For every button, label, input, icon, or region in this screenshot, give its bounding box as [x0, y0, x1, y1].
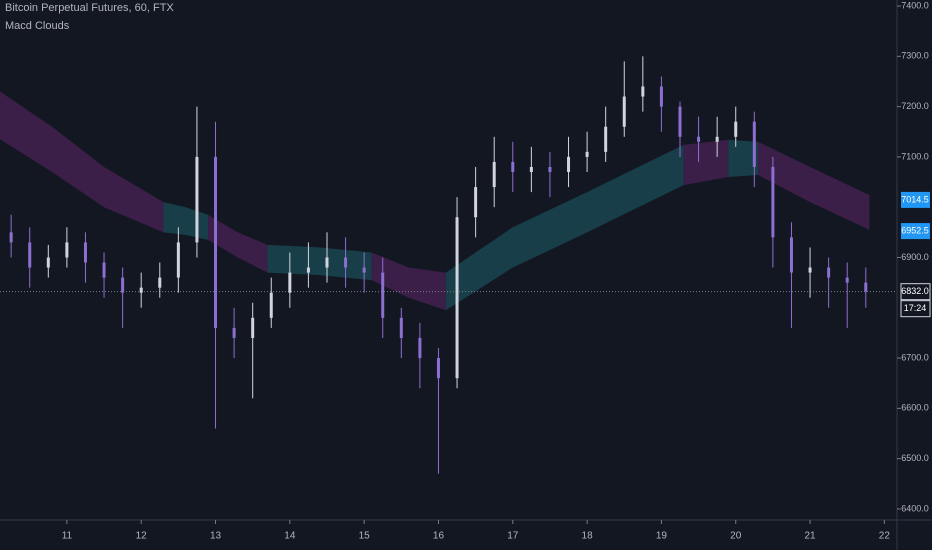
price-label-box — [901, 223, 930, 240]
x-tick-label: 14 — [284, 531, 296, 542]
y-tick-label: 7200.0 — [901, 101, 929, 111]
candle-body — [567, 156, 571, 172]
cloud-band — [371, 252, 446, 311]
price-label: 6832.0 — [901, 286, 929, 296]
x-tick-label: 13 — [210, 531, 222, 542]
candle-body — [102, 262, 106, 278]
candle-body — [65, 242, 69, 258]
candle-body — [622, 96, 626, 127]
x-tick-label: 22 — [879, 531, 891, 542]
price-label: 7014.5 — [901, 194, 929, 204]
y-tick-label: 6700.0 — [901, 352, 929, 362]
candle-body — [176, 242, 180, 278]
candle-body — [678, 106, 682, 137]
y-tick-label: 6900.0 — [901, 252, 929, 262]
cloud-band — [728, 139, 759, 178]
price-label-box — [901, 191, 930, 208]
x-tick-label: 18 — [582, 531, 594, 542]
candle-body — [288, 272, 292, 293]
y-tick-label: 6500.0 — [901, 453, 929, 463]
cloud-band — [208, 214, 268, 273]
candle-body — [529, 166, 533, 172]
candle-body — [158, 277, 162, 288]
y-tick-label: 6400.0 — [901, 503, 929, 513]
y-tick-label: 6600.0 — [901, 403, 929, 413]
candle-body — [195, 156, 199, 243]
candle-body — [399, 317, 403, 338]
candle-body — [418, 337, 422, 359]
x-tick-label: 21 — [804, 531, 816, 542]
x-tick-label: 11 — [62, 531, 73, 542]
candle-body — [808, 267, 812, 273]
candle-body — [715, 136, 719, 142]
price-label: 6952.5 — [901, 225, 929, 235]
y-tick-label: 7400.0 — [901, 0, 929, 10]
candle-body — [28, 242, 32, 268]
candle-body — [771, 166, 775, 238]
x-tick-label: 12 — [136, 531, 148, 542]
indicator-label: Macd Clouds — [5, 20, 70, 32]
candle-body — [697, 136, 701, 142]
candle-body — [789, 237, 793, 273]
cloud-band — [0, 91, 164, 233]
x-tick-label: 15 — [359, 531, 371, 542]
candle-body — [251, 317, 255, 338]
candle-body — [752, 121, 756, 167]
candle-body — [492, 161, 496, 188]
chart-title: Bitcoin Perpetual Futures, 60, FTX — [5, 2, 174, 14]
candle-body — [232, 327, 236, 338]
candle-body — [121, 277, 125, 293]
x-tick-label: 17 — [507, 531, 519, 542]
candle-body — [864, 282, 868, 292]
candle-body — [344, 257, 348, 268]
cloud-band — [445, 144, 684, 311]
candle-body — [641, 86, 645, 97]
price-label-box — [900, 283, 931, 301]
candle-body — [585, 151, 589, 157]
x-tick-label: 20 — [730, 531, 742, 542]
candle-body — [511, 161, 515, 172]
candle-body — [9, 232, 13, 243]
candle-body — [362, 267, 366, 273]
candle-body — [827, 267, 831, 278]
candle-body — [46, 257, 50, 268]
candle-body — [455, 217, 459, 379]
candle-body — [269, 292, 273, 318]
candle-body — [139, 287, 143, 293]
candle-body — [306, 267, 310, 273]
candle-body — [436, 358, 440, 379]
candle-body — [325, 257, 329, 268]
candle-body — [214, 156, 218, 328]
candle-body — [548, 166, 552, 172]
candle-body — [381, 272, 385, 318]
candle-body — [83, 242, 87, 263]
candle-body — [845, 277, 849, 283]
countdown-box — [900, 300, 931, 318]
cloud-band — [758, 141, 870, 230]
y-tick-label: 7300.0 — [901, 51, 929, 61]
candle-body — [604, 126, 608, 152]
candle-body — [474, 187, 478, 218]
x-tick-label: 19 — [656, 531, 668, 542]
x-tick-label: 16 — [433, 531, 445, 542]
countdown: 17:24 — [904, 303, 927, 313]
y-tick-label: 7100.0 — [901, 151, 929, 161]
candle-body — [734, 121, 738, 137]
candle-body — [659, 86, 663, 107]
